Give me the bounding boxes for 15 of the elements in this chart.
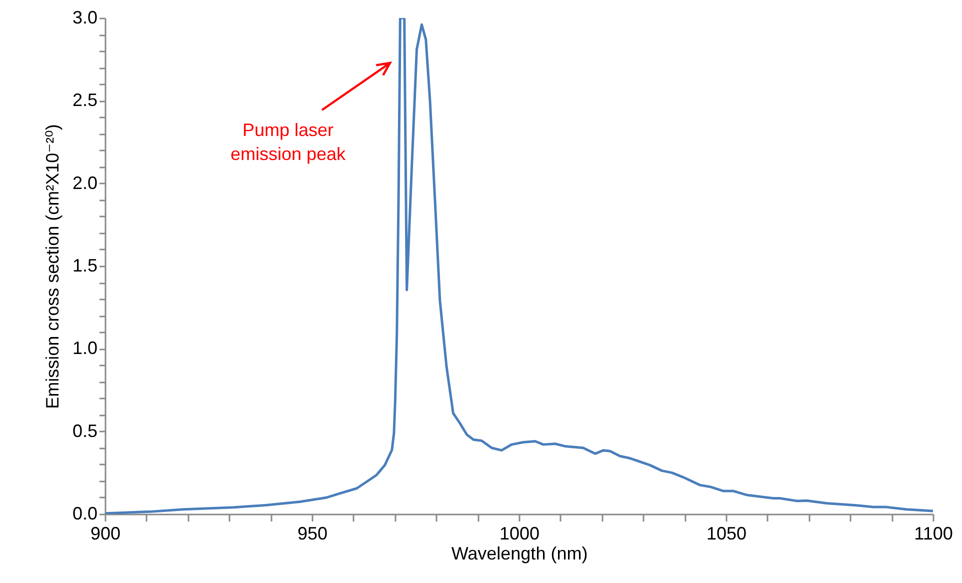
x-tick-label: 1100 — [914, 524, 953, 544]
x-tick-label: 1050 — [706, 524, 747, 544]
y-tick-label: 0.0 — [72, 504, 98, 524]
x-tick-label: 950 — [297, 524, 328, 544]
y-tick-label: 3.0 — [72, 8, 98, 28]
y-tick-label: 0.5 — [72, 420, 98, 441]
y-axis-title: Emission cross section (cm²X10⁻²⁰) — [42, 124, 62, 409]
x-tick-label: 1000 — [499, 524, 540, 544]
y-tick-label: 2.5 — [72, 90, 98, 110]
x-tick-label: 900 — [90, 524, 121, 544]
annotation: Pump laser emission peak — [230, 120, 347, 164]
y-tick-label: 1.0 — [72, 338, 98, 358]
y-tick-label: 2.0 — [72, 172, 98, 193]
x-axis-title: Wavelength (nm) — [451, 544, 588, 564]
y-tick-label: 1.5 — [72, 256, 98, 276]
